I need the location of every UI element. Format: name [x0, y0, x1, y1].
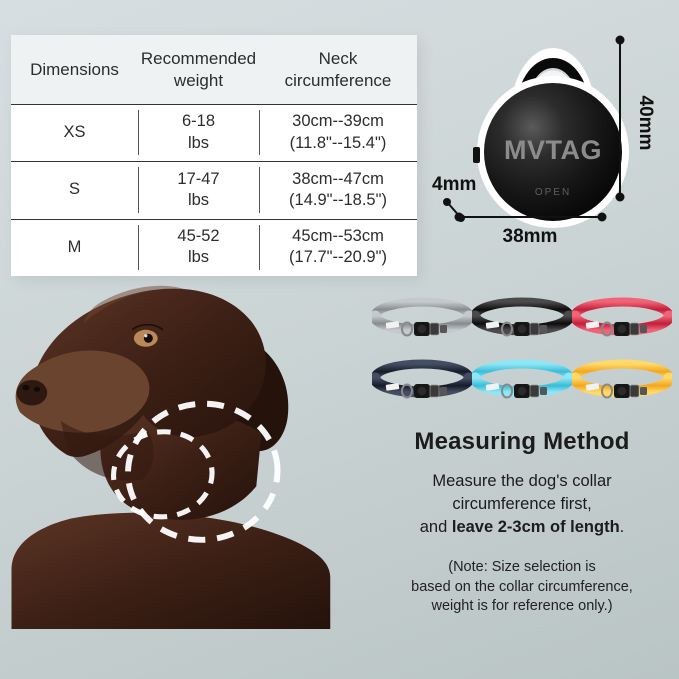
svg-text:MVTAG: MVTAG — [504, 135, 602, 165]
svg-text:4mm: 4mm — [432, 174, 476, 195]
svg-text:38mm: 38mm — [503, 226, 558, 247]
svg-text:40mm: 40mm — [635, 96, 656, 151]
svg-text:OPEN: OPEN — [535, 187, 571, 198]
